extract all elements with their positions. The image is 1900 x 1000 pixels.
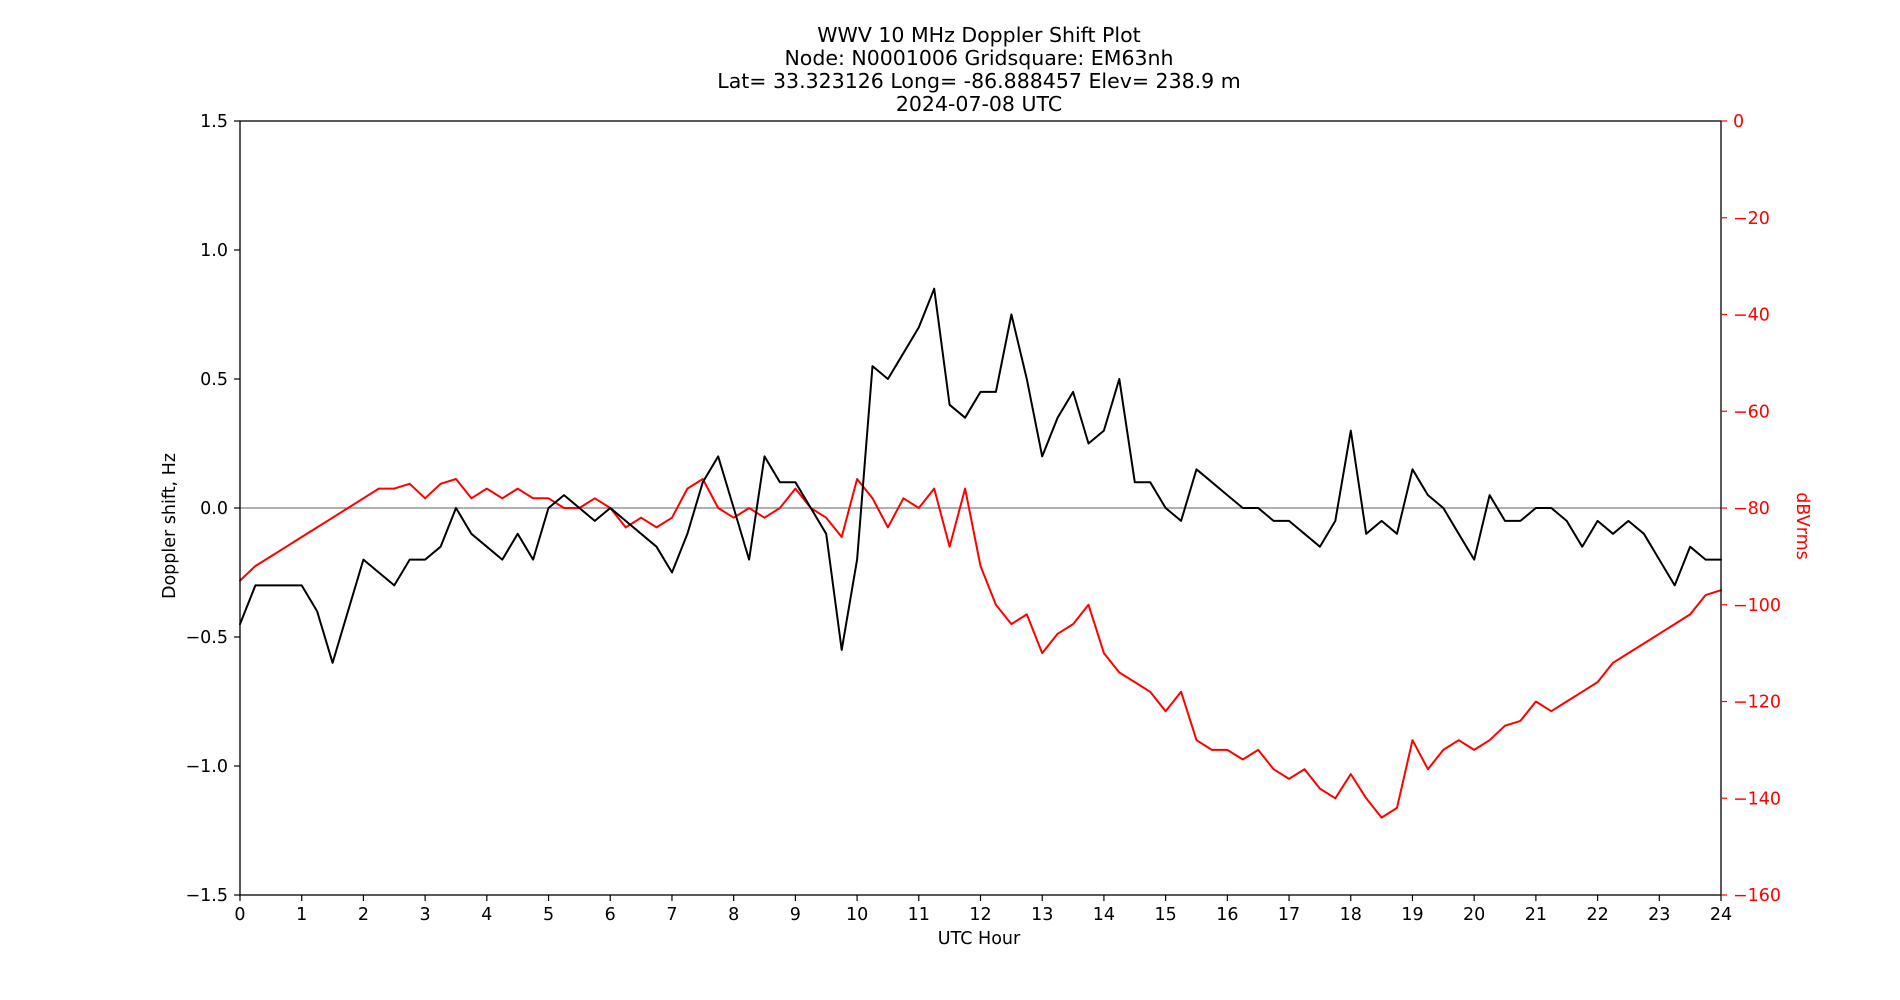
x-tick-label: 1	[296, 905, 307, 925]
x-tick-label: 21	[1525, 905, 1547, 925]
power-series-line	[239, 478, 1722, 819]
y2-tick-label: 0	[1733, 112, 1744, 132]
y-tick-label: −1.5	[186, 886, 229, 906]
x-tick-label: 17	[1278, 905, 1300, 925]
y2-tick-label: −100	[1733, 596, 1781, 616]
x-tick-label: 9	[790, 905, 801, 925]
x-tick-label: 6	[605, 905, 616, 925]
y-tick-label: 0.5	[200, 370, 228, 390]
y-tick-label: 0.0	[200, 499, 228, 519]
x-tick-label: 3	[420, 905, 431, 925]
x-tick-label: 15	[1154, 905, 1176, 925]
y-axis-label: Doppler shift, Hz	[160, 453, 180, 599]
x-tick-label: 12	[969, 905, 991, 925]
x-tick-label: 22	[1586, 905, 1608, 925]
x-tick-label: 8	[728, 905, 739, 925]
y-tick-label: 1.0	[200, 241, 228, 261]
chart-title-line-3: Lat= 33.323126 Long= -86.888457 Elev= 23…	[717, 69, 1240, 93]
x-tick-label: 16	[1216, 905, 1238, 925]
x-tick-label: 5	[543, 905, 554, 925]
x-tick-label: 13	[1031, 905, 1053, 925]
x-tick-label: 2	[358, 905, 369, 925]
y2-tick-label: −140	[1733, 789, 1781, 809]
x-tick-label: 14	[1093, 905, 1115, 925]
y2-tick-label: −80	[1733, 499, 1770, 519]
y2-tick-label: −20	[1733, 209, 1770, 229]
x-tick-label: 23	[1648, 905, 1670, 925]
doppler-series-line	[239, 287, 1722, 664]
x-tick-label: 0	[234, 905, 245, 925]
series-layer	[239, 287, 1722, 819]
ticks-layer: 0 1 2 3 4 5 6 7 8 9 10 11 12 13 14 15 16 17 18 19 20 21 22 23 24…	[186, 112, 1782, 925]
x-tick-label: 24	[1710, 905, 1732, 925]
y-tick-label: 1.5	[200, 112, 228, 132]
chart-title-line-4: 2024-07-08 UTC	[896, 92, 1062, 116]
x-tick-label: 10	[846, 905, 868, 925]
x-tick-label: 19	[1401, 905, 1423, 925]
chart-title-block: WWV 10 MHz Doppler Shift Plot Node: N000…	[717, 23, 1240, 116]
y-tick-label: −1.0	[186, 757, 229, 777]
chart-title-line-2: Node: N0001006 Gridsquare: EM63nh	[784, 46, 1173, 70]
x-tick-label: 7	[666, 905, 677, 925]
x-tick-label: 11	[908, 905, 930, 925]
chart-title-line-1: WWV 10 MHz Doppler Shift Plot	[817, 23, 1140, 47]
y2-tick-label: −40	[1733, 306, 1770, 326]
y2-axis-label: dBVrms	[1792, 492, 1812, 560]
y2-tick-label: −60	[1733, 402, 1770, 422]
y-tick-label: −0.5	[186, 628, 229, 648]
y2-tick-label: −160	[1733, 886, 1781, 906]
y2-tick-label: −120	[1733, 693, 1781, 713]
x-tick-label: 20	[1463, 905, 1485, 925]
x-tick-label: 4	[481, 905, 492, 925]
x-tick-label: 18	[1340, 905, 1362, 925]
x-axis-label: UTC Hour	[938, 929, 1021, 949]
